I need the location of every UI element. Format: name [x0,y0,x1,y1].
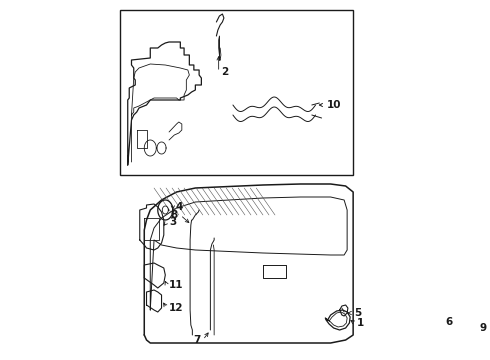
Text: 9: 9 [479,323,487,333]
Text: 8: 8 [171,210,178,220]
Text: 11: 11 [169,280,184,290]
Text: 12: 12 [169,303,184,313]
Text: 4: 4 [175,202,182,212]
Bar [120,10,353,175]
Text: 7: 7 [193,335,200,345]
Text: 5: 5 [354,308,361,318]
Text: 1: 1 [357,318,364,328]
Text: 10: 10 [327,100,342,110]
Text: 2: 2 [221,67,228,77]
Text: 6: 6 [445,317,453,327]
Text: 3: 3 [169,217,176,227]
